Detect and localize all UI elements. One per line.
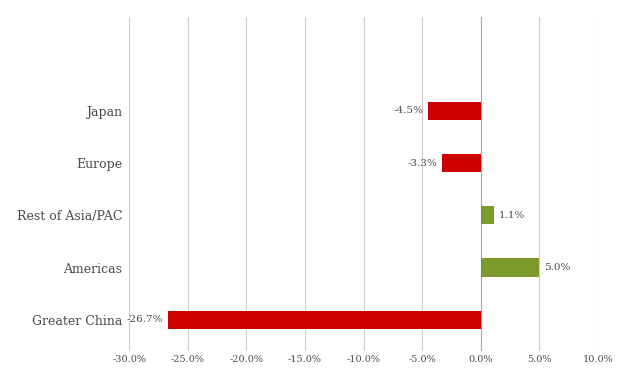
Text: -4.5%: -4.5% <box>394 106 423 115</box>
Text: -3.3%: -3.3% <box>408 158 437 168</box>
Bar <box>481 258 539 277</box>
Bar <box>442 154 481 172</box>
Bar <box>481 206 494 224</box>
Text: 1.1%: 1.1% <box>498 211 525 220</box>
Bar <box>168 311 481 329</box>
Text: 5.0%: 5.0% <box>544 263 570 272</box>
Text: -26.7%: -26.7% <box>127 315 163 324</box>
Bar <box>428 102 481 120</box>
